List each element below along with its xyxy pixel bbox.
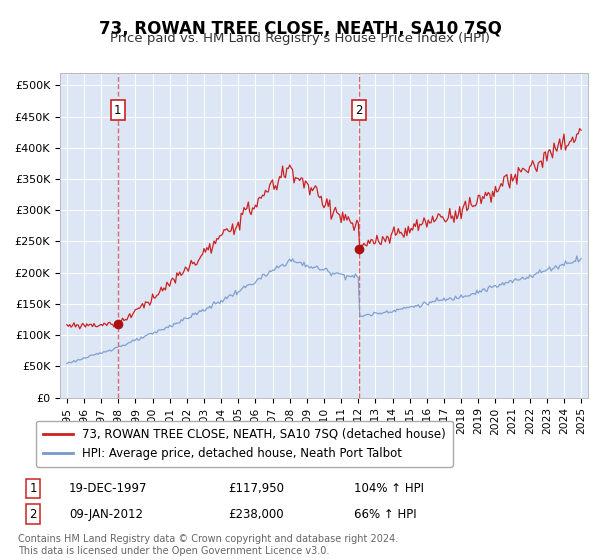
Text: 104% ↑ HPI: 104% ↑ HPI: [354, 482, 424, 495]
Text: 2: 2: [29, 507, 37, 521]
Text: 2: 2: [355, 104, 362, 117]
Text: 66% ↑ HPI: 66% ↑ HPI: [354, 507, 416, 521]
Legend: 73, ROWAN TREE CLOSE, NEATH, SA10 7SQ (detached house), HPI: Average price, deta: 73, ROWAN TREE CLOSE, NEATH, SA10 7SQ (d…: [36, 421, 453, 467]
Text: 1: 1: [114, 104, 122, 117]
Text: 19-DEC-1997: 19-DEC-1997: [69, 482, 148, 495]
Text: Contains HM Land Registry data © Crown copyright and database right 2024.
This d: Contains HM Land Registry data © Crown c…: [18, 534, 398, 556]
Text: 09-JAN-2012: 09-JAN-2012: [69, 507, 143, 521]
Text: 1: 1: [29, 482, 37, 495]
Text: 73, ROWAN TREE CLOSE, NEATH, SA10 7SQ: 73, ROWAN TREE CLOSE, NEATH, SA10 7SQ: [98, 20, 502, 38]
Text: Price paid vs. HM Land Registry's House Price Index (HPI): Price paid vs. HM Land Registry's House …: [110, 32, 490, 45]
Text: £238,000: £238,000: [228, 507, 284, 521]
Text: £117,950: £117,950: [228, 482, 284, 495]
